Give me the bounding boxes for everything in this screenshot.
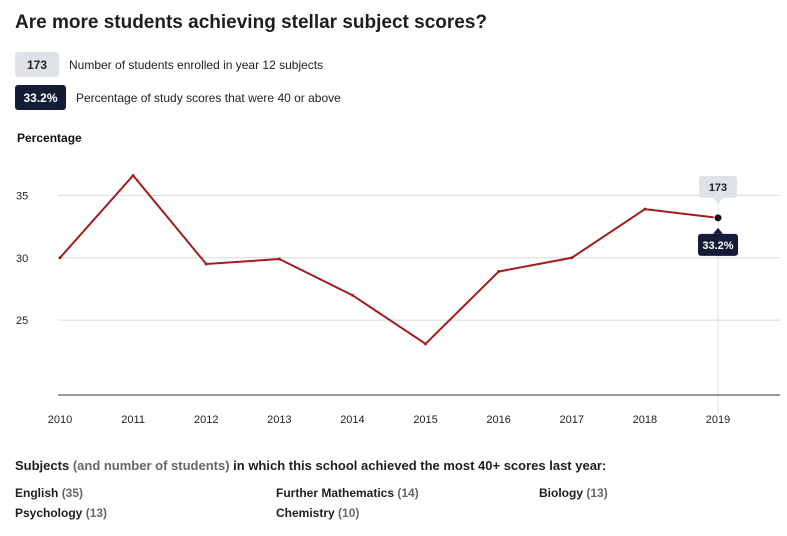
data-point	[58, 256, 62, 260]
subject-count: (10)	[338, 506, 360, 520]
subjects-heading-rest: in which this school achieved the most 4…	[233, 458, 607, 473]
subject-further-mathematics: Further Mathematics (14)	[276, 486, 419, 500]
count-callout-pointer	[713, 197, 723, 204]
subject-name: Further Mathematics	[276, 486, 395, 500]
percentage-badge: 33.2%	[15, 85, 66, 110]
count-callout-label: 173	[709, 182, 727, 194]
subject-count: (13)	[85, 506, 108, 520]
data-point	[277, 257, 281, 261]
y-tick-label: 30	[16, 253, 28, 265]
x-tick-label: 2019	[706, 414, 730, 426]
subjects-heading-main: Subjects	[15, 458, 70, 473]
line-chart: 25 30 35 2010 2011 2012 2013 2014 2015 2016 2017 20…	[16, 173, 780, 426]
x-tick-label: 2017	[560, 414, 584, 426]
legend-enrolment: 173 Number of students enrolled in year …	[15, 52, 323, 77]
subject-count: (35)	[61, 486, 84, 500]
x-tick-label: 2010	[48, 414, 72, 426]
value-callout-pointer	[713, 227, 723, 234]
x-tick-label: 2016	[486, 414, 510, 426]
chart-title: Are more students achieving stellar subj…	[15, 12, 488, 33]
data-point	[643, 207, 647, 211]
subject-biology: Biology (13)	[539, 486, 608, 500]
data-point	[424, 342, 428, 346]
subjects-heading: Subjects (and number of students) in whi…	[15, 458, 606, 473]
data-point	[497, 270, 501, 274]
legend-percentage: 33.2% Percentage of study scores that we…	[15, 85, 341, 110]
x-tick-label: 2015	[413, 414, 437, 426]
data-point	[350, 293, 354, 297]
subject-english: English (35)	[15, 486, 83, 500]
data-point	[131, 173, 135, 177]
subject-name: English	[15, 486, 59, 500]
subject-count: (13)	[586, 486, 608, 500]
subject-psychology: Psychology (13)	[15, 506, 107, 520]
y-tick-label: 25	[16, 315, 28, 327]
subject-count: (14)	[397, 486, 419, 500]
value-callout-label: 33.2%	[702, 240, 733, 252]
series-line	[59, 173, 719, 346]
count-callout	[699, 175, 737, 198]
enrolment-badge: 173	[15, 52, 59, 77]
value-callout	[698, 233, 738, 256]
subject-name: Psychology	[15, 506, 83, 520]
x-tick-label: 2014	[340, 414, 364, 426]
x-tick-label: 2013	[267, 414, 291, 426]
data-point	[570, 256, 574, 260]
subjects-heading-paren: (and number of students)	[72, 458, 230, 473]
highlight-point	[713, 213, 723, 223]
data-point	[204, 262, 208, 266]
subject-chemistry: Chemistry (10)	[276, 506, 359, 520]
y-tick-label: 35	[16, 190, 28, 202]
subject-name: Chemistry	[276, 506, 335, 520]
subject-name: Biology	[539, 486, 583, 500]
x-tick-label: 2011	[121, 414, 145, 426]
percentage-legend-text: Percentage of study scores that were 40 …	[76, 90, 341, 105]
y-axis-title: Percentage	[17, 131, 82, 145]
x-tick-label: 2012	[194, 414, 218, 426]
x-tick-label: 2018	[633, 414, 657, 426]
enrolment-legend-text: Number of students enrolled in year 12 s…	[69, 57, 324, 72]
